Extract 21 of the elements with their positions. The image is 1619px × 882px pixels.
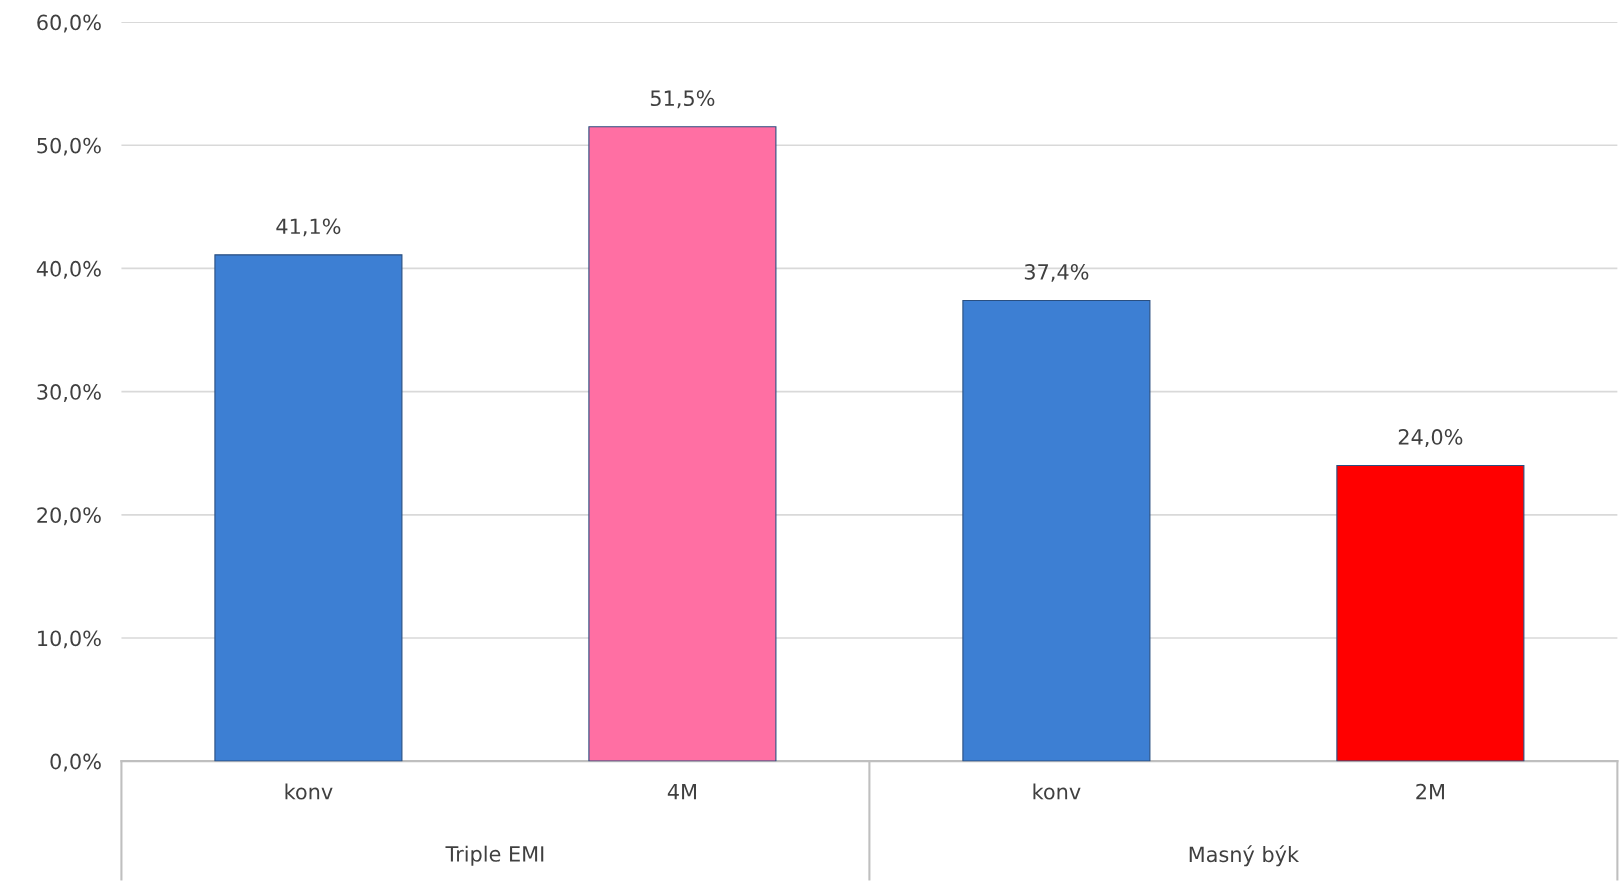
y-tick-label: 10,0% [38,630,101,649]
text: Masný býk [1189,845,1300,867]
bar [1336,464,1525,762]
y-tick-label: 60,0% [37,14,101,33]
data-label: 41,1% [276,218,341,237]
data-label: 51,5% [650,90,715,109]
x-tick-label: konv [1033,783,1081,800]
bar [962,299,1151,762]
x-tick-label: 2M [1416,783,1444,800]
x-tick-label: konv [285,783,333,800]
y-tick-label: 30,0% [37,384,101,402]
bar [214,254,403,762]
y-tick-label: 20,0% [37,507,101,526]
x-tick-label: 4M [667,784,696,800]
data-label: 24,0% [1398,429,1463,447]
text: Triple EMI [445,845,544,866]
data-label: 37,4% [1024,263,1089,282]
y-tick-label: 0,0% [50,753,101,772]
bar [588,126,777,762]
y-tick-label: 40,0% [36,260,101,279]
y-tick-label: 50,0% [37,137,101,156]
